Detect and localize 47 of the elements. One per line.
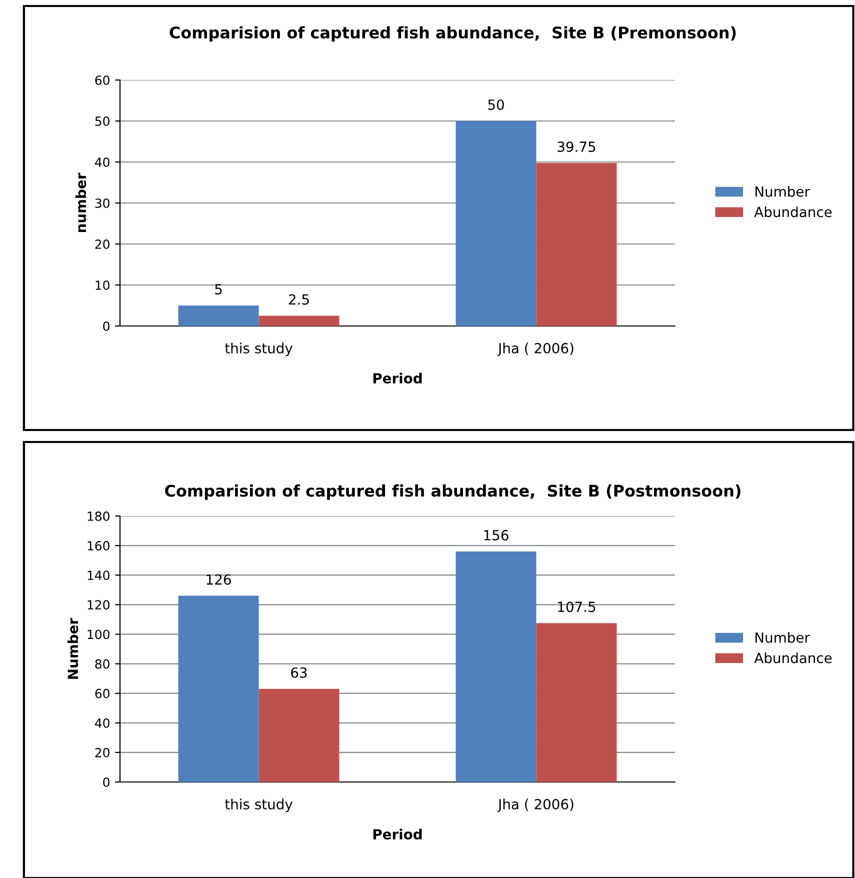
x-tick-label: this study	[224, 798, 292, 812]
x-tick-label: Jha ( 2006)	[497, 342, 574, 356]
x-axis-title: Period	[373, 828, 422, 840]
bar	[178, 306, 259, 326]
bar	[456, 551, 536, 782]
data-label: 156	[484, 530, 508, 540]
y-tick-label: 40	[94, 718, 110, 728]
y-tick-label: 20	[95, 239, 110, 249]
y-tick-label: 80	[95, 659, 110, 669]
legend-label: Number	[756, 632, 810, 643]
y-tick-label: 60	[95, 75, 110, 85]
y-tick-label: 100	[88, 630, 110, 640]
y-tick-label: 60	[95, 688, 110, 698]
bar	[536, 163, 617, 326]
y-tick-label: 30	[95, 198, 110, 208]
y-tick-label: 120	[88, 600, 110, 610]
x-tick-label: Jha ( 2006)	[497, 798, 574, 812]
data-label: 5	[215, 284, 222, 294]
x-axis-title: Period	[373, 372, 422, 384]
y-tick-label: 0	[103, 777, 110, 787]
legend-label: Number	[756, 186, 810, 197]
y-tick-label: 0	[103, 321, 110, 331]
legend-label: Abundance	[754, 206, 832, 218]
bar	[178, 596, 259, 782]
y-tick-label: 180	[88, 511, 110, 521]
data-label: 63	[291, 667, 307, 678]
bar	[536, 623, 617, 782]
y-tick-label: 140	[88, 570, 110, 580]
data-label: 50	[488, 99, 504, 110]
y-tick-label: 20	[95, 748, 110, 758]
data-label: 39.75	[558, 141, 596, 152]
data-label: 2.5	[288, 294, 309, 305]
legend-label: Abundance	[754, 652, 832, 664]
y-tick-label: 40	[94, 157, 110, 167]
y-tick-label: 50	[95, 116, 110, 126]
chart-title: Comparision of captured fish abundance, Site B (Premonsoon)	[170, 26, 736, 42]
x-tick-label: this study	[224, 342, 292, 356]
y-axis-title: Number	[67, 618, 78, 679]
data-label: 126	[206, 574, 231, 585]
data-label: 107.5	[558, 602, 596, 612]
chart-title: Comparision of captured fish abundance, Site B (Postmonsoon)	[165, 484, 740, 500]
bar	[258, 688, 340, 782]
bar	[456, 121, 536, 326]
y-tick-label: 10	[96, 280, 110, 290]
y-tick-label: 160	[88, 541, 110, 550]
bar	[258, 316, 340, 326]
y-axis-title: number	[75, 172, 86, 232]
